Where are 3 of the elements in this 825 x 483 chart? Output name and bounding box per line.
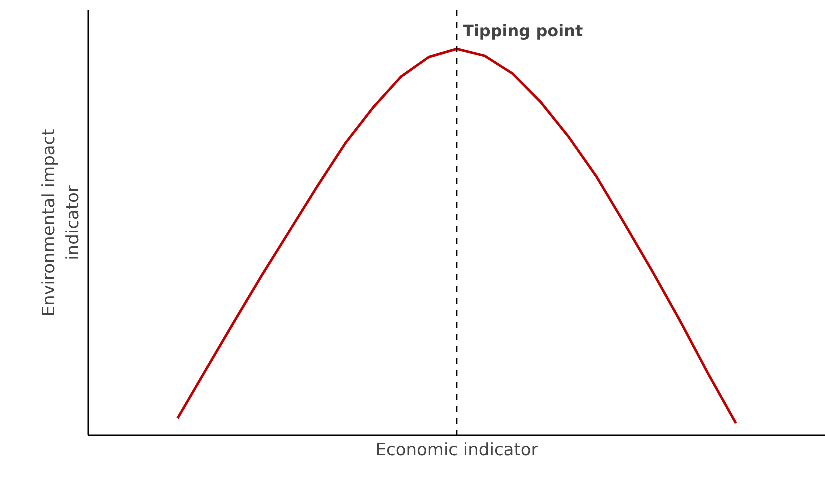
y-axis-title: Environmental impact indicator	[40, 128, 84, 317]
x-axis-title: Economic indicator	[376, 440, 538, 460]
text: Tipping point	[463, 22, 584, 41]
